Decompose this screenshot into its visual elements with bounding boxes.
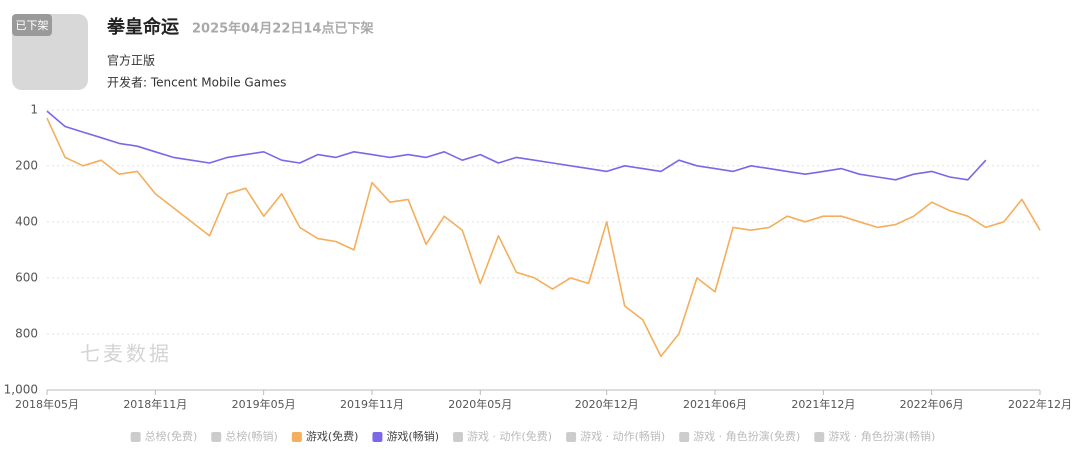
- icon-badge-bg: [12, 14, 52, 36]
- y-tick-label: 800: [15, 326, 38, 340]
- x-tick-label: 2018年05月: [15, 397, 79, 411]
- icon-badge: 已下架: [16, 19, 49, 32]
- legend-swatch: [814, 432, 825, 442]
- legend-swatch: [566, 432, 577, 442]
- x-tick-label: 2022年06月: [900, 397, 964, 411]
- x-tick-label: 2022年12月: [1008, 397, 1072, 411]
- legend-label: 游戏 · 动作(畅销): [580, 429, 665, 443]
- legend-label: 游戏 · 动作(免费): [467, 429, 552, 443]
- legend-label: 游戏 · 角色扮演(免费): [693, 429, 800, 443]
- x-tick-label: 2020年12月: [575, 397, 639, 411]
- legend-swatch: [291, 432, 302, 442]
- legend-label: 游戏 · 角色扮演(畅销): [828, 429, 935, 443]
- x-tick-label: 2019年05月: [232, 397, 296, 411]
- legend-label: 总榜(免费): [145, 429, 198, 443]
- legend-swatch: [679, 432, 690, 442]
- series-line: [46, 110, 987, 181]
- x-tick-label: 2019年11月: [340, 397, 404, 411]
- x-tick-label: 2020年05月: [448, 397, 512, 411]
- legend-label: 游戏(免费): [306, 429, 359, 443]
- legend-swatch: [130, 432, 141, 442]
- app-tag: 官方正版: [107, 53, 155, 68]
- app-developer: 开发者: Tencent Mobile Games: [107, 75, 286, 90]
- x-tick-label: 2021年12月: [791, 397, 855, 411]
- app-status: 2025年04月22日14点已下架: [192, 21, 373, 37]
- app-title: 拳皇命运: [106, 16, 179, 38]
- legend-label: 游戏(畅销): [386, 429, 439, 443]
- y-tick-label: 1,000: [4, 383, 38, 397]
- y-tick-label: 200: [15, 158, 38, 172]
- legend-swatch: [372, 432, 383, 442]
- x-tick-label: 2018年11月: [123, 397, 187, 411]
- x-tick-label: 2021年06月: [683, 397, 747, 411]
- legend-swatch: [453, 432, 464, 442]
- legend-swatch: [211, 432, 222, 442]
- y-tick-label: 400: [15, 214, 38, 228]
- legend-label: 总榜(畅销): [225, 429, 278, 443]
- watermark: 七麦数据: [80, 342, 172, 366]
- y-tick-label: 600: [15, 270, 38, 284]
- y-tick-label: 1: [30, 103, 38, 117]
- series-line: [46, 117, 1041, 358]
